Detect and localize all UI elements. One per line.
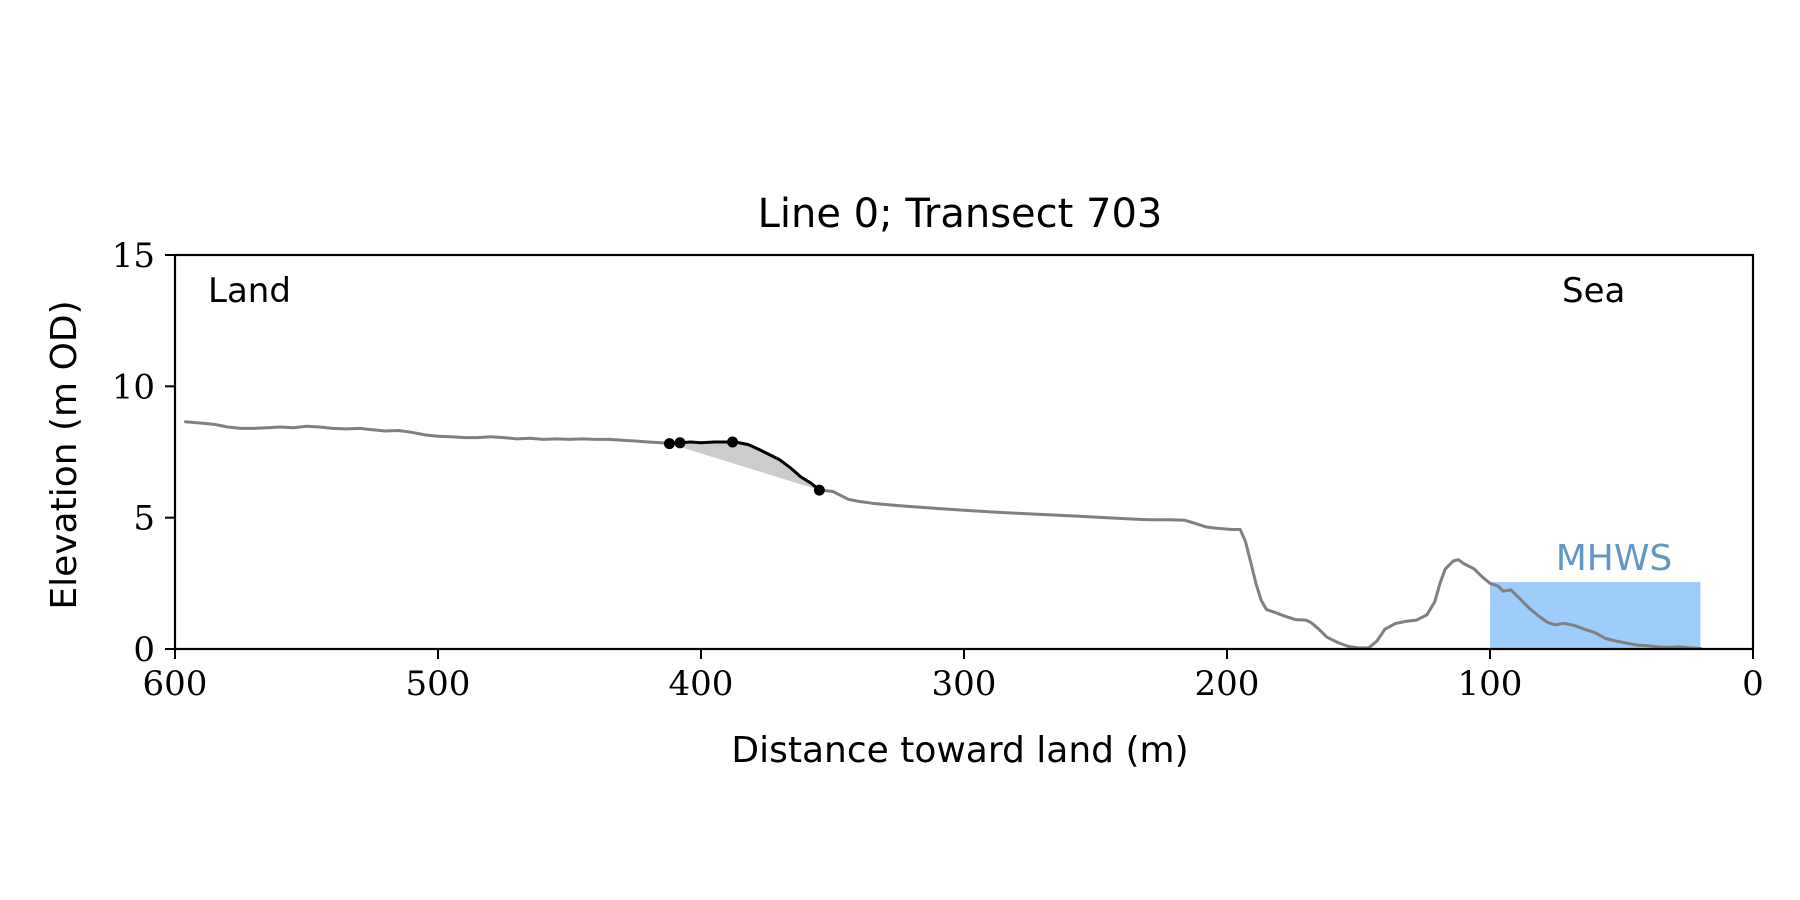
x-tick-label: 0 bbox=[1742, 664, 1764, 704]
x-tick-label: 300 bbox=[932, 664, 997, 704]
axis-ticks: 600 500 400 300 200 100 0 0 5 10 15 bbox=[112, 236, 1764, 704]
x-axis-label: Distance toward land (m) bbox=[731, 730, 1188, 771]
y-tick-label: 0 bbox=[133, 630, 155, 670]
plot-area bbox=[173, 253, 1755, 651]
y-tick-label: 5 bbox=[133, 499, 155, 539]
y-tick-label: 10 bbox=[112, 367, 155, 407]
x-tick-label: 400 bbox=[669, 664, 734, 704]
mhws-water-fill bbox=[1490, 582, 1701, 649]
chart-title: Line 0; Transect 703 bbox=[758, 191, 1163, 237]
y-axis-label: Elevation (m OD) bbox=[44, 300, 85, 609]
x-tick-label: 600 bbox=[143, 664, 208, 704]
profile-series-2 bbox=[817, 488, 1702, 650]
feature-marker-2 bbox=[727, 436, 739, 448]
x-tick-label: 200 bbox=[1195, 664, 1260, 704]
feature-shaded-area bbox=[669, 442, 820, 491]
feature-marker-1 bbox=[674, 437, 686, 449]
annotation-land: Land bbox=[208, 271, 291, 311]
x-tick-label: 500 bbox=[406, 664, 471, 704]
profile-series-0 bbox=[184, 420, 671, 446]
profile-series-1 bbox=[667, 440, 821, 492]
feature-marker-3 bbox=[813, 484, 825, 496]
x-tick-label: 100 bbox=[1458, 664, 1523, 704]
annotation-sea: Sea bbox=[1562, 271, 1625, 311]
feature-marker-0 bbox=[663, 438, 675, 450]
annotation-mhws: MHWS bbox=[1556, 538, 1673, 579]
y-tick-label: 15 bbox=[112, 236, 155, 276]
